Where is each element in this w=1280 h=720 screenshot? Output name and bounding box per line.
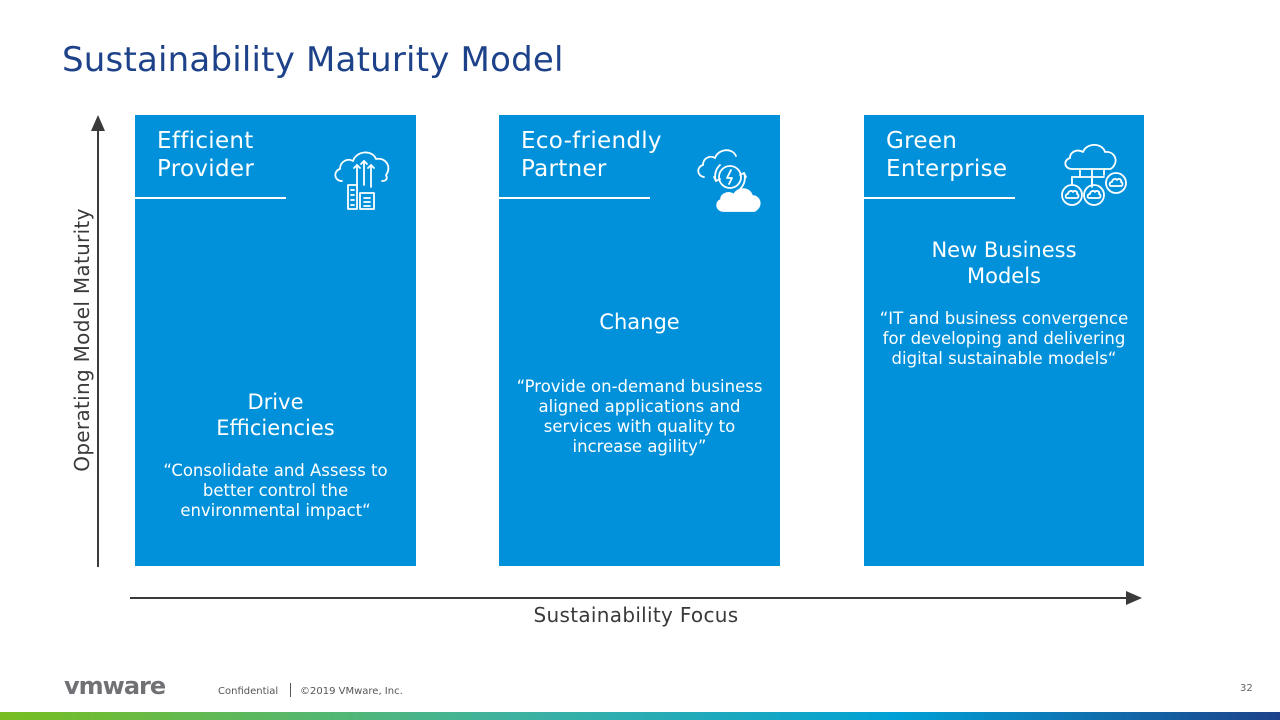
x-axis-label: Sustainability Focus — [533, 603, 739, 627]
x-axis-arrow — [130, 591, 1142, 605]
stage-title-underline — [864, 197, 1015, 199]
stage-subtitle: Drive Efficiencies — [216, 390, 335, 440]
stage-subtitle: New Business Models — [931, 238, 1077, 288]
slide-title: Sustainability Maturity Model — [62, 40, 564, 80]
stage-title: Green Enterprise — [886, 128, 1008, 182]
copyright-text: ©2019 VMware, Inc. — [300, 686, 403, 697]
stage-title: Efficient Provider — [157, 128, 255, 182]
cloud-upload-buildings-icon — [334, 151, 390, 210]
vmware-logo: vmware — [64, 674, 167, 698]
stage-quote: “IT and business convergence for develop… — [879, 309, 1129, 368]
y-axis-arrow — [91, 115, 105, 567]
stage-subtitle: Change — [599, 310, 680, 334]
brand-gradient-bar — [0, 712, 1280, 720]
svg-text:vmware: vmware — [64, 674, 166, 698]
stage-title-underline — [135, 197, 286, 199]
cloud-network-icon — [1061, 143, 1127, 206]
stage-card-green-enterprise: Green Enterprise New Business Models “IT… — [864, 115, 1144, 566]
confidential-label: Confidential — [218, 686, 279, 697]
stage-title-underline — [499, 197, 650, 199]
page-number: 32 — [1240, 683, 1253, 694]
stage-card-efficient-provider: Efficient Provider Drive Efficiencies “C… — [135, 115, 416, 566]
cloud-energy-cycle-icon — [697, 149, 761, 212]
stage-card-eco-friendly-partner: Eco-friendly Partner Change “Provide on-… — [499, 115, 780, 566]
stage-quote: “Consolidate and Assess to better contro… — [163, 461, 388, 520]
stage-title: Eco-friendly Partner — [521, 128, 662, 182]
footer-divider — [290, 683, 291, 697]
stage-quote: “Provide on-demand business aligned appl… — [516, 377, 763, 456]
